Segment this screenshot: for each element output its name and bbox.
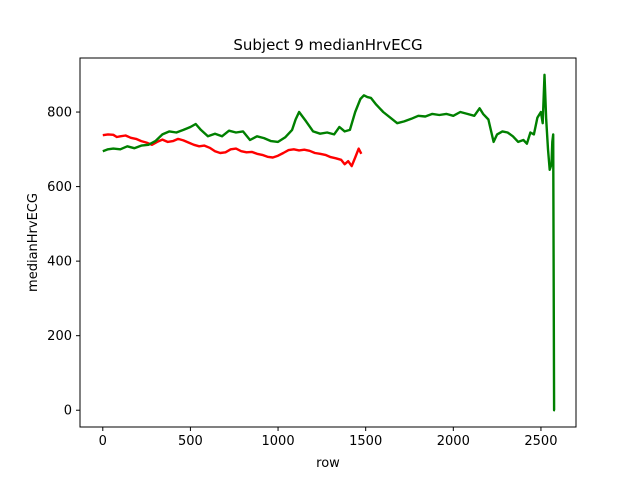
y-axis: 0 200 400 600 800 — [47, 106, 80, 419]
y-tick-label: 200 — [47, 329, 72, 344]
series-line-1 — [102, 133, 363, 168]
x-axis: 0 500 1000 1500 2000 2500 — [99, 427, 557, 449]
x-tick-label: 500 — [178, 434, 203, 449]
chart-title: Subject 9 medianHrvECG — [233, 36, 422, 54]
x-tick-label: 2000 — [437, 434, 470, 449]
y-tick-label: 0 — [64, 404, 72, 419]
series-line-2 — [102, 73, 556, 412]
y-tick-label: 800 — [47, 106, 72, 121]
y-tick-label: 600 — [47, 180, 72, 195]
y-axis-label: medianHrvECG — [26, 193, 41, 292]
x-tick-label: 0 — [99, 434, 107, 449]
series-layer — [102, 73, 556, 412]
x-tick-label: 2500 — [524, 434, 557, 449]
plot-frame — [79, 57, 577, 428]
x-tick-label: 1000 — [262, 434, 295, 449]
x-tick-label: 1500 — [349, 434, 382, 449]
y-tick-label: 400 — [47, 255, 72, 270]
x-axis-label: row — [316, 456, 340, 471]
